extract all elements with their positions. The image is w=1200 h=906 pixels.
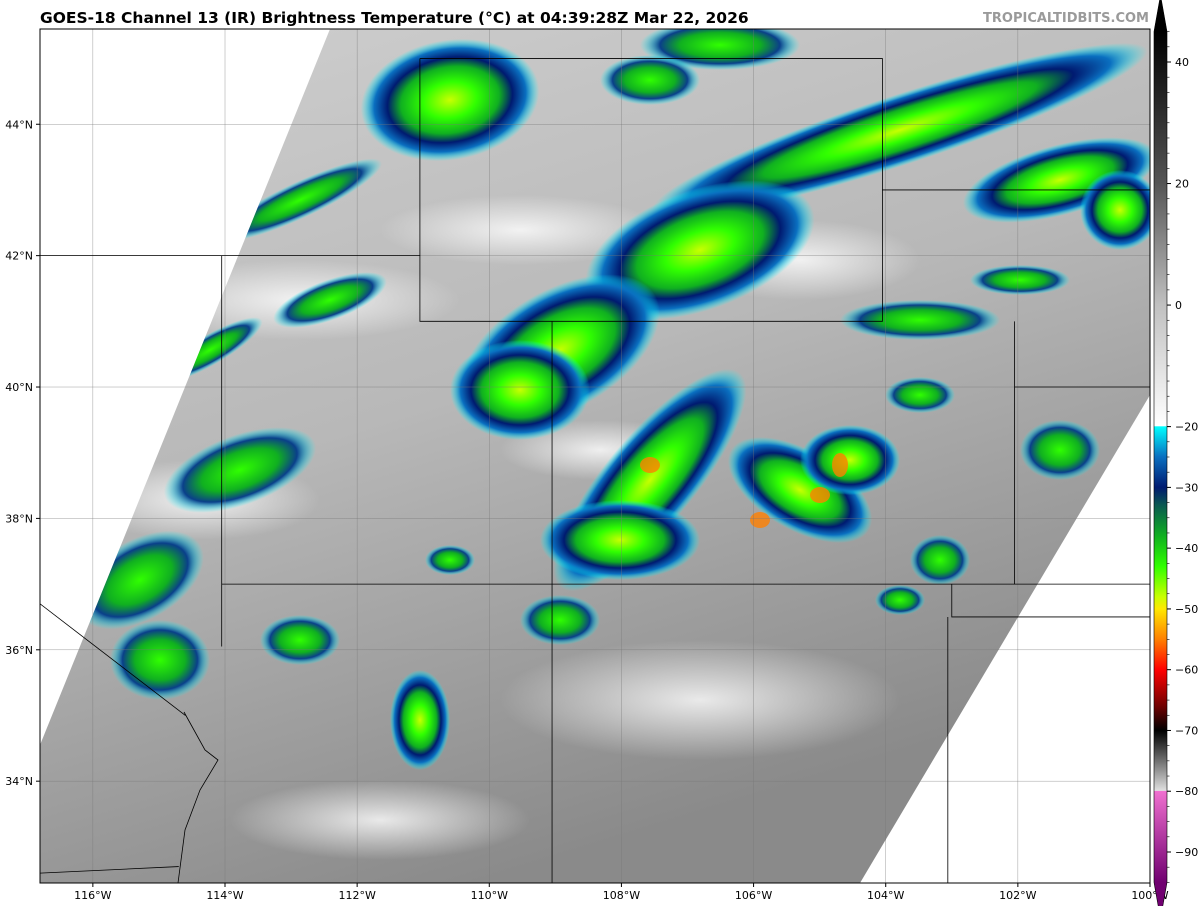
lat-tick-label: 38°N bbox=[5, 512, 33, 525]
very-cold-cloud-top bbox=[810, 487, 830, 503]
lon-tick-label: 112°W bbox=[338, 889, 375, 902]
map-frame bbox=[39, 28, 1151, 884]
colorbar-tick-label: −30 bbox=[1175, 481, 1198, 494]
cold-cloud bbox=[727, 437, 873, 543]
cold-cloud bbox=[425, 545, 475, 575]
state-border bbox=[40, 866, 179, 874]
colorbar-scale bbox=[1153, 0, 1168, 906]
map-title: GOES-18 Channel 13 (IR) Brightness Tempe… bbox=[40, 9, 749, 27]
cold-cloud bbox=[840, 300, 1000, 340]
cold-cloud bbox=[885, 377, 955, 413]
state-border bbox=[951, 584, 1150, 742]
very-cold-cloud-top bbox=[640, 457, 660, 473]
cold-cloud bbox=[163, 427, 317, 513]
colorbar-tick-label: 20 bbox=[1175, 178, 1189, 191]
cold-cloud bbox=[600, 55, 700, 105]
colorbar-tick-label: −90 bbox=[1175, 846, 1198, 859]
cold-cloud bbox=[390, 670, 450, 770]
colorbar: 40 20 0 −20 −30 −40 −50 −60 −70 −80 −90 bbox=[1153, 0, 1198, 906]
very-cold-cloud-top bbox=[832, 453, 848, 477]
cold-cloud bbox=[640, 29, 800, 70]
lat-tick-label: 42°N bbox=[5, 250, 33, 263]
lat-tick-label: 34°N bbox=[5, 775, 33, 788]
warm-cloud bbox=[380, 195, 660, 265]
cold-cloud bbox=[875, 585, 925, 615]
colorbar-tick-label: −80 bbox=[1175, 785, 1198, 798]
cold-cloud bbox=[218, 158, 382, 242]
cold-cloud bbox=[273, 272, 387, 328]
cold-cloud bbox=[1080, 170, 1150, 250]
cold-cloud bbox=[1020, 420, 1100, 480]
river-border bbox=[177, 711, 219, 883]
cold-cloud bbox=[450, 340, 590, 440]
lat-tick-label: 36°N bbox=[5, 644, 33, 657]
state-border bbox=[40, 603, 186, 716]
cold-cloud bbox=[110, 620, 210, 700]
lon-tick-label: 116°W bbox=[74, 889, 111, 902]
colorbar-tick-label: −50 bbox=[1175, 603, 1198, 616]
cold-cloud bbox=[800, 425, 900, 495]
colorbar-tick-label: 0 bbox=[1175, 299, 1182, 312]
lon-tick-label: 110°W bbox=[471, 889, 508, 902]
colorbar-tick-label: −20 bbox=[1175, 421, 1198, 434]
colorbar-tick-label: −60 bbox=[1175, 664, 1198, 677]
state-border bbox=[419, 58, 883, 322]
cold-cloud bbox=[260, 615, 340, 665]
cold-cloud bbox=[540, 500, 700, 580]
cold-cloud bbox=[652, 43, 1148, 217]
colorbar-tick-label: 40 bbox=[1175, 56, 1189, 69]
cold-cloud bbox=[962, 137, 1150, 223]
warm-cloud bbox=[230, 780, 530, 860]
cold-cloud bbox=[910, 535, 970, 585]
lon-tick-label: 106°W bbox=[735, 889, 772, 902]
lon-tick-label: 114°W bbox=[206, 889, 243, 902]
very-cold-cloud-top bbox=[750, 512, 770, 528]
lon-tick-label: 102°W bbox=[999, 889, 1036, 902]
watermark: TROPICALTIDBITS.COM bbox=[983, 11, 1149, 26]
cold-cloud bbox=[360, 38, 540, 162]
cold-cloud bbox=[520, 595, 600, 645]
lat-tick-label: 40°N bbox=[5, 381, 33, 394]
lat-tick-label: 44°N bbox=[5, 118, 33, 131]
lon-tick-label: 104°W bbox=[867, 889, 904, 902]
warm-cloud bbox=[500, 640, 900, 760]
colorbar-tick-label: −40 bbox=[1175, 542, 1198, 555]
lon-tick-label: 108°W bbox=[603, 889, 640, 902]
cold-cloud bbox=[970, 265, 1070, 295]
colorbar-tick-label: −70 bbox=[1175, 724, 1198, 737]
